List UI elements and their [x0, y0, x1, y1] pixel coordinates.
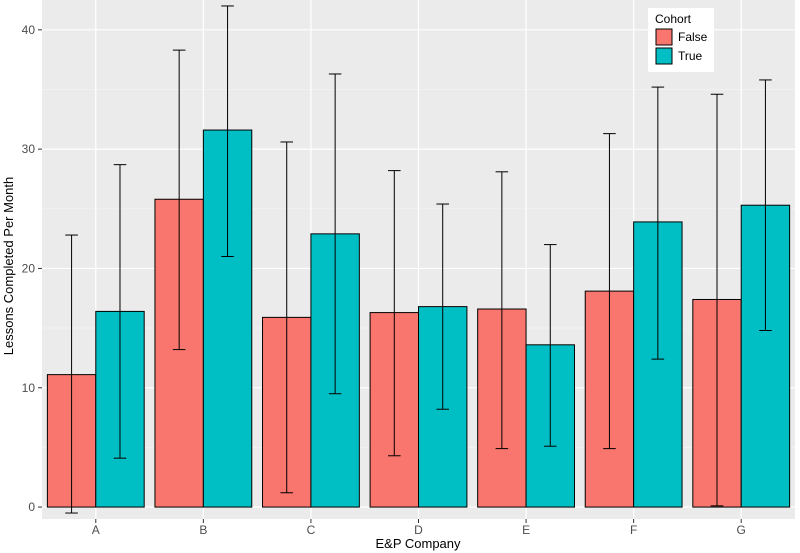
y-axis-title: Lessons Completed Per Month: [1, 177, 16, 355]
y-tick-label: 20: [22, 261, 36, 275]
y-tick-label: 40: [22, 23, 36, 37]
error-bar-false-f: [603, 133, 616, 450]
x-tick-label: G: [737, 523, 746, 537]
error-bar-false-a: [65, 234, 78, 514]
error-bar-true-d: [436, 203, 449, 410]
legend-key-true: [655, 47, 673, 65]
error-bar-true-g: [759, 79, 772, 331]
error-bar-true-f: [651, 86, 665, 360]
error-bar-false-e: [495, 171, 509, 450]
x-tick-label: D: [414, 523, 423, 537]
x-tick-label: C: [307, 523, 316, 537]
x-axis-title: E&P Company: [375, 536, 461, 551]
x-tick-label: E: [522, 523, 530, 537]
error-bar-true-b: [221, 5, 234, 258]
error-bar-false-d: [388, 170, 401, 457]
error-bar-true-c: [328, 73, 342, 395]
legend-title: Cohort: [655, 12, 692, 26]
y-tick-label: 0: [28, 500, 35, 514]
error-bar-true-a: [113, 164, 127, 459]
error-bar-false-b: [172, 49, 186, 351]
y-axis: 0 10 20 30 40: [22, 23, 42, 514]
legend: Cohort False True: [648, 8, 714, 72]
legend-label-false: False: [678, 30, 708, 44]
legend-label-true: True: [678, 49, 703, 63]
x-tick-label: A: [92, 523, 100, 537]
x-tick-label: F: [630, 523, 637, 537]
error-bar-true-e: [543, 244, 557, 447]
x-axis: A B C D E F G: [92, 519, 746, 537]
y-tick-label: 10: [22, 381, 36, 395]
error-bar-false-c: [280, 141, 294, 494]
x-tick-label: B: [199, 523, 207, 537]
error-bars: [65, 5, 772, 514]
y-tick-label: 30: [22, 142, 36, 156]
error-bar-false-g: [710, 93, 724, 507]
legend-key-false: [655, 28, 673, 46]
